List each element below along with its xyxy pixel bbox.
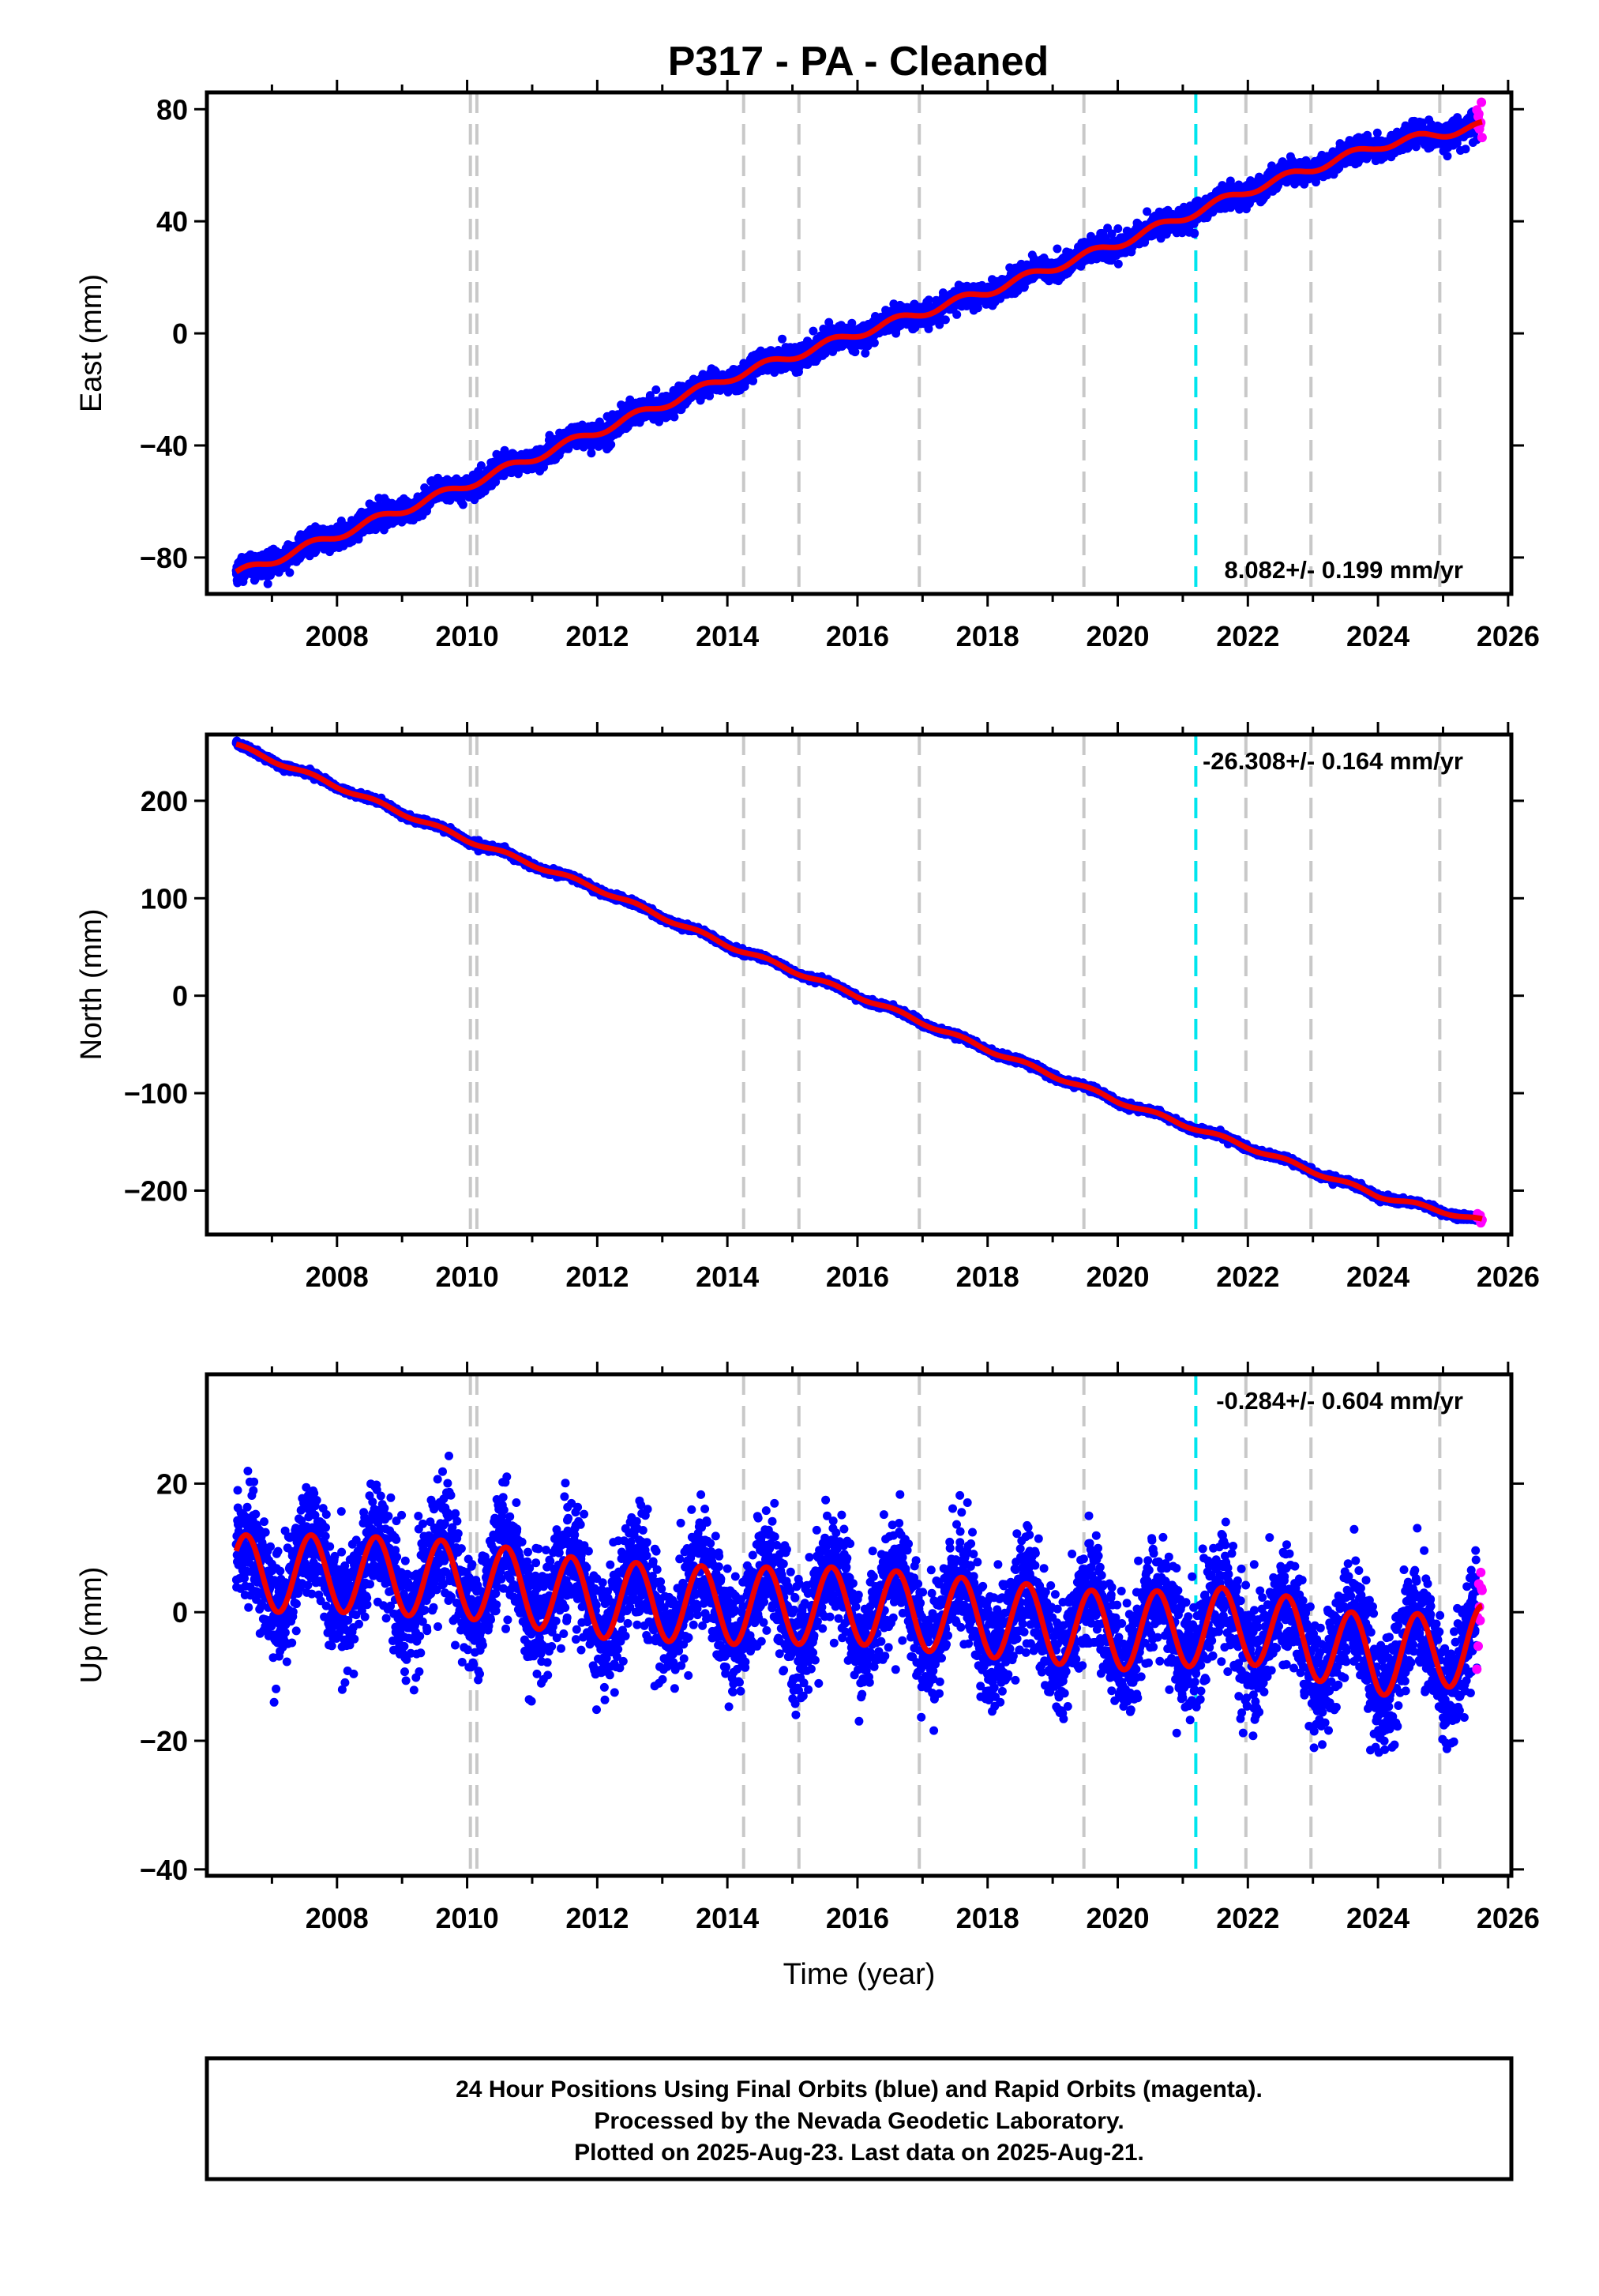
final-point [264, 580, 272, 588]
figure-title: P317 - PA - Cleaned [668, 39, 1049, 85]
final-point [285, 569, 294, 577]
final-point [1053, 245, 1061, 254]
final-point [809, 327, 817, 336]
final-point [778, 335, 786, 344]
final-point [606, 440, 615, 449]
final-point [941, 315, 950, 324]
final-point [1114, 260, 1123, 269]
final-point [651, 385, 660, 394]
final-point [670, 413, 678, 422]
final-point [952, 310, 961, 319]
final-point [459, 501, 467, 509]
final-point [1190, 229, 1199, 238]
final-point [1113, 224, 1122, 233]
final-point [870, 339, 879, 348]
final-point [749, 377, 757, 385]
final-point [587, 449, 595, 457]
